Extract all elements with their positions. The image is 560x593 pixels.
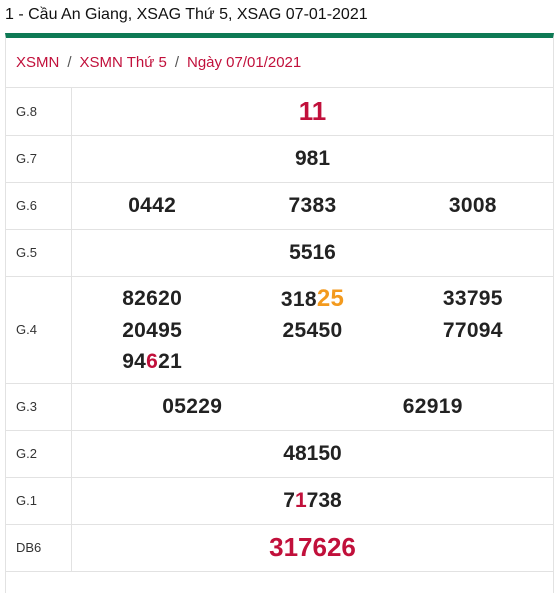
prize-label: G.7: [6, 135, 72, 183]
special-prize-number: 317626: [269, 532, 356, 562]
prize-number: 3008: [448, 194, 497, 217]
prize-number: 0442: [128, 194, 177, 217]
prize-row-g8: G.8 11: [6, 88, 553, 136]
prize-number: 981: [294, 146, 331, 170]
page-title: 1 - Cầu An Giang, XSAG Thứ 5, XSAG 07-01…: [5, 6, 368, 23]
prize-number: 20495: [122, 318, 183, 342]
highlight-digit: 6: [146, 349, 159, 373]
results-card: XSMN / XSMN Thứ 5 / Ngày 07/01/2021 G.8 …: [5, 33, 554, 593]
prize-number: 94621: [122, 349, 183, 373]
prize-label: G.8: [6, 88, 72, 136]
prize-row-g5: G.5 5516: [6, 229, 553, 277]
prize-label: G.6: [6, 182, 72, 230]
prize-label: G.2: [6, 430, 72, 478]
prize-row-g3: G.3 05229 62919: [6, 383, 553, 431]
highlight-digits: 25: [316, 284, 345, 312]
breadcrumb: XSMN / XSMN Thứ 5 / Ngày 07/01/2021: [6, 38, 553, 88]
prize-row-g7: G.7 981: [6, 135, 553, 183]
results-table: G.8 11 G.7 981 G.6 0442 7383 3008 G.5 55…: [6, 88, 553, 572]
prize-number: 82620: [122, 286, 183, 310]
prize-number: 5516: [289, 240, 336, 264]
prize-label: G.3: [6, 383, 72, 431]
prize-number: 62919: [402, 395, 463, 418]
prize-number: 77094: [442, 318, 503, 342]
prize-number: 31825: [280, 284, 345, 312]
breadcrumb-separator: /: [174, 54, 179, 71]
breadcrumb-link-xsmn-thu-5[interactable]: XSMN Thứ 5: [79, 54, 167, 71]
highlight-digit: 1: [294, 488, 307, 512]
prize-row-g6: G.6 0442 7383 3008: [6, 182, 553, 230]
prize-number: 48150: [283, 441, 342, 465]
prize-row-db: DB6 317626: [6, 524, 553, 572]
prize-row-g2: G.2 48150: [6, 430, 553, 478]
breadcrumb-link-xsmn[interactable]: XSMN: [16, 54, 60, 71]
prize-label: G.1: [6, 477, 72, 525]
prize-number: 33795: [442, 286, 503, 310]
prize-row-g4: G.4 82620 31825 33795 20495 25450 77094 …: [6, 276, 553, 384]
breadcrumb-link-date[interactable]: Ngày 07/01/2021: [186, 54, 302, 71]
prize-number: 25450: [282, 318, 343, 342]
prize-label: G.4: [6, 276, 72, 384]
prize-number: 7383: [288, 194, 337, 217]
prize-row-g1: G.1 71738: [6, 477, 553, 525]
prize-number: 71738: [283, 488, 342, 512]
prize-label: DB6: [6, 524, 72, 572]
breadcrumb-separator: /: [67, 54, 72, 71]
prize-number: 05229: [162, 395, 223, 418]
prize-label: G.5: [6, 229, 72, 277]
prize-number: 11: [298, 95, 327, 126]
